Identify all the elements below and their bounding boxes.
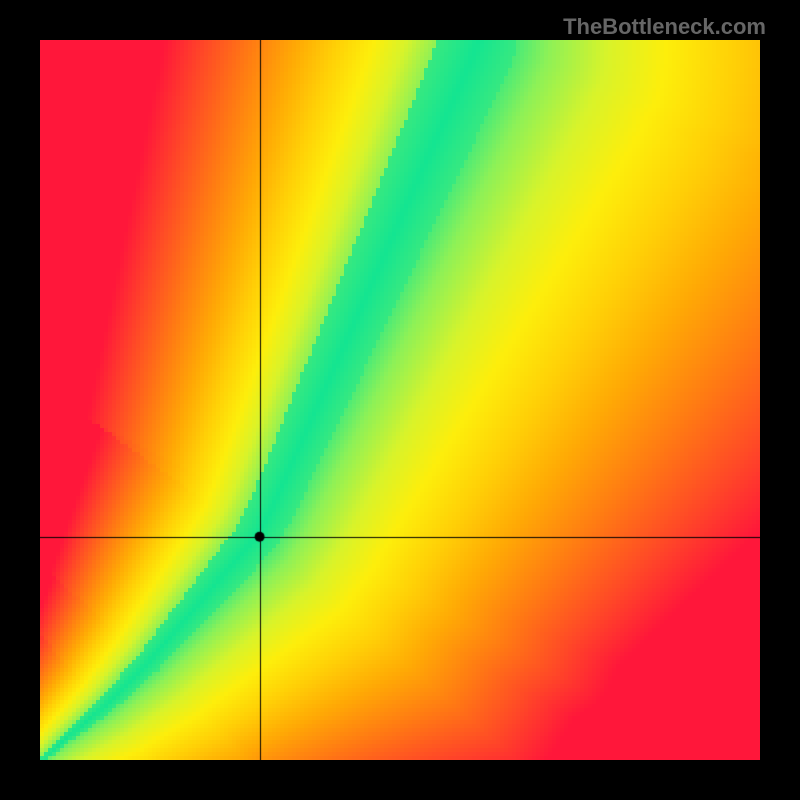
chart-container: TheBottleneck.com xyxy=(0,0,800,800)
bottleneck-heatmap xyxy=(40,40,760,760)
watermark-text: TheBottleneck.com xyxy=(563,14,766,40)
